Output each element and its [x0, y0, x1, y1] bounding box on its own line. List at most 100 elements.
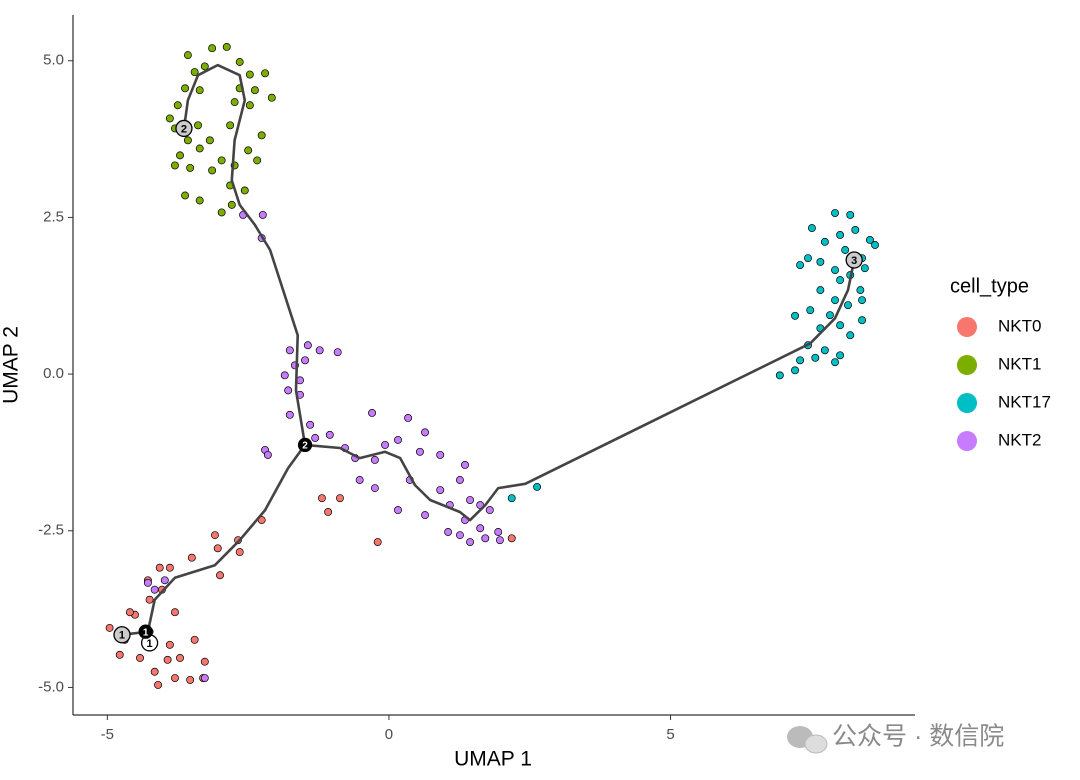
point [143, 578, 152, 587]
point [807, 224, 816, 233]
point [315, 346, 324, 355]
point [176, 654, 184, 662]
point [394, 435, 402, 444]
point [455, 531, 464, 540]
point [485, 506, 494, 515]
point [306, 420, 315, 429]
point [476, 524, 485, 533]
point [466, 538, 475, 546]
point [336, 494, 344, 503]
point [324, 508, 333, 516]
point [136, 654, 144, 662]
point [841, 246, 850, 254]
point [355, 476, 364, 484]
node-label: 1 [119, 630, 125, 642]
point [811, 353, 820, 362]
point [804, 254, 812, 263]
point [245, 70, 254, 79]
trajectory [304, 259, 856, 522]
point [421, 511, 429, 520]
point [226, 121, 235, 130]
legend-label: NKT1 [998, 354, 1041, 373]
point [495, 536, 504, 545]
point [195, 86, 204, 95]
point [263, 450, 272, 459]
point [858, 296, 867, 305]
trajectory-node [845, 251, 863, 269]
point [301, 356, 309, 365]
point [240, 186, 249, 195]
point [404, 414, 413, 422]
point [230, 98, 239, 107]
point [115, 650, 124, 659]
point [165, 563, 174, 572]
point [436, 450, 445, 459]
point [816, 257, 825, 266]
trajectory [146, 63, 307, 632]
node-label: 1 [147, 638, 153, 650]
legend-title: cell_type [950, 275, 1029, 297]
point [250, 86, 259, 95]
y-tick-label: 2.5 [43, 208, 64, 225]
point [444, 528, 453, 536]
point [466, 496, 475, 504]
point [244, 146, 253, 155]
point [145, 595, 154, 604]
x-tick-label: 5 [666, 726, 674, 743]
point [186, 675, 195, 684]
point [190, 635, 199, 644]
point [846, 331, 855, 340]
watermark-icon [787, 726, 828, 754]
y-tick-label: -5.0 [38, 678, 64, 695]
point [222, 43, 231, 51]
point [181, 84, 190, 93]
point [165, 114, 174, 123]
point [280, 371, 289, 380]
point [200, 657, 209, 666]
point [481, 534, 490, 543]
point [461, 461, 469, 469]
point [165, 640, 174, 649]
point [370, 484, 379, 493]
point [865, 236, 874, 244]
trajectory-node [138, 624, 153, 639]
point [831, 296, 839, 305]
point [235, 548, 244, 557]
point [181, 191, 190, 200]
point [216, 571, 224, 580]
node-label: 1 [143, 627, 149, 638]
x-axis-title: UMAP 1 [454, 748, 532, 771]
point [820, 346, 829, 355]
point [170, 608, 179, 617]
point [494, 528, 503, 536]
point [415, 447, 424, 456]
point [791, 311, 799, 320]
node-label: 2 [302, 441, 308, 452]
point [311, 434, 320, 442]
point [105, 623, 114, 632]
legend-label: NKT17 [998, 392, 1051, 411]
point [836, 231, 845, 239]
point [846, 210, 855, 219]
point [176, 151, 184, 160]
point [183, 136, 192, 145]
point [195, 196, 204, 205]
point [155, 563, 164, 572]
point [163, 655, 172, 664]
point [370, 455, 379, 464]
legend-label: NKT0 [998, 316, 1041, 335]
point [261, 69, 270, 78]
point [200, 62, 209, 71]
point [183, 51, 192, 60]
point [851, 226, 860, 234]
point [227, 200, 236, 209]
y-axis-title: UMAP 2 [0, 326, 23, 404]
point [170, 161, 179, 170]
point [285, 346, 294, 355]
y-tick-label: 5.0 [43, 52, 64, 69]
point [213, 544, 222, 553]
node-label: 2 [181, 123, 187, 135]
watermark: 公众号 · 数信院 [832, 723, 1004, 751]
